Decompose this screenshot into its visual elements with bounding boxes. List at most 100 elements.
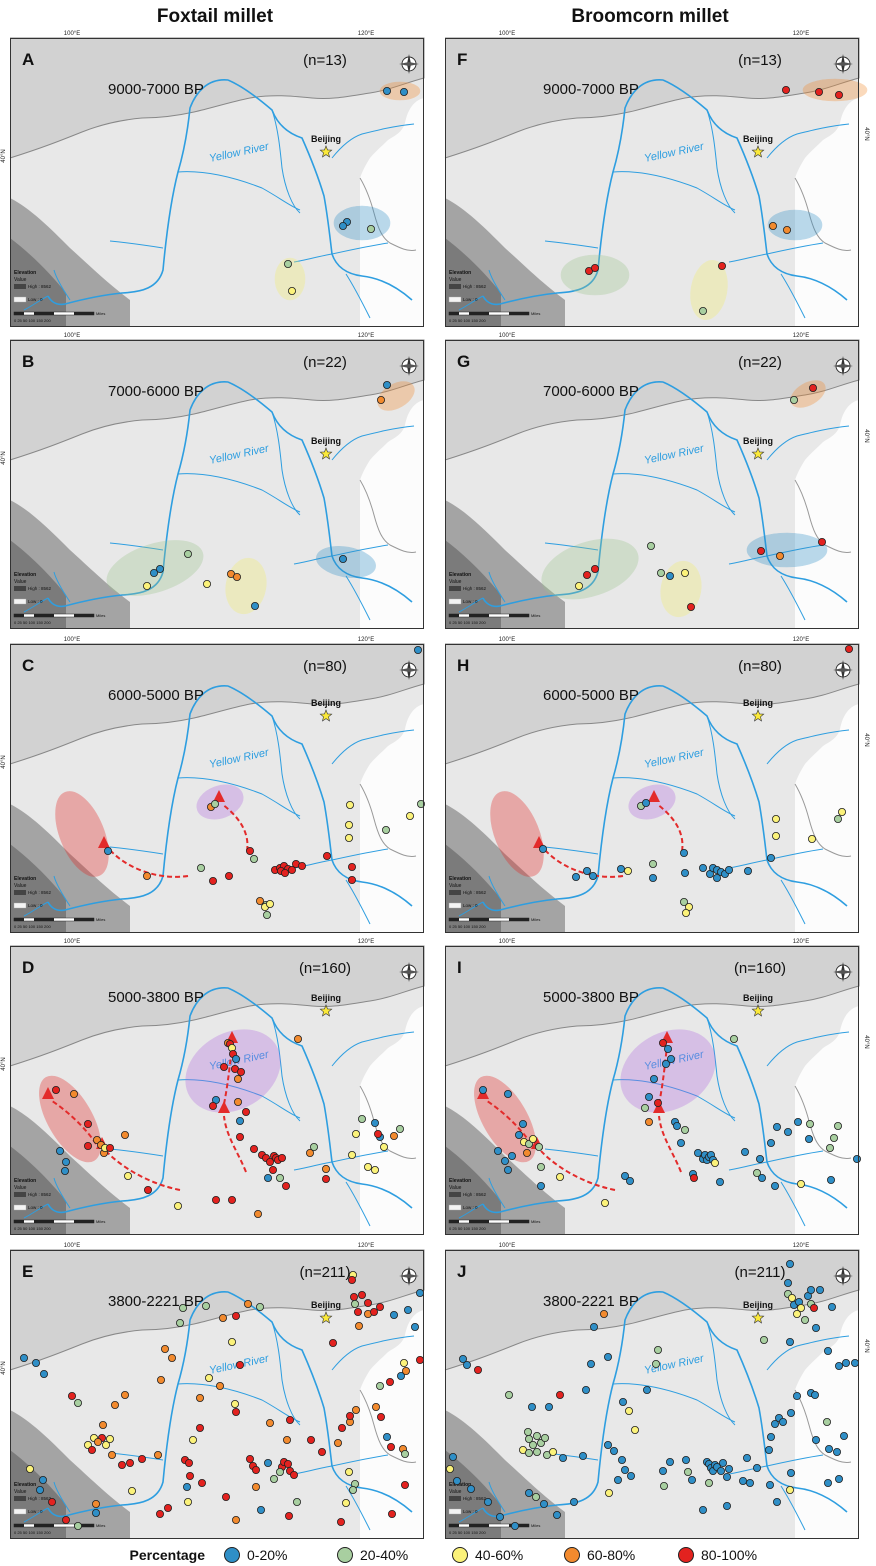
latitude-label-40n: 40°N <box>1 149 7 162</box>
site-marker <box>796 1304 805 1313</box>
site-marker <box>658 1466 667 1475</box>
panel-frame <box>10 38 424 327</box>
river-tributary <box>728 555 768 565</box>
sample-count-label: (n=13) <box>738 52 782 69</box>
site-marker <box>118 1460 127 1469</box>
site-marker <box>400 1480 409 1489</box>
site-marker <box>344 1467 353 1476</box>
site-marker <box>62 1515 71 1524</box>
border-line <box>444 945 860 1067</box>
scale-bar-ticks: 0 25 50 100 150 200 <box>14 924 51 929</box>
panel-letter: B <box>22 352 34 371</box>
border-line <box>444 643 860 765</box>
site-marker <box>354 1322 363 1331</box>
site-marker <box>210 799 219 808</box>
panel-letter: H <box>457 656 469 675</box>
site-marker <box>772 1497 781 1506</box>
river-tributary <box>331 1454 389 1467</box>
river-tributary <box>612 1079 736 1119</box>
elevation-low-swatch <box>448 598 462 605</box>
elevation-legend-value: Value <box>14 579 27 585</box>
site-marker <box>195 1423 204 1432</box>
elevation-legend-value: Value <box>14 1489 27 1495</box>
region-ellipse <box>316 546 376 578</box>
high-mountain-region <box>445 540 501 629</box>
site-marker <box>399 88 408 97</box>
scale-bar-segment <box>469 614 489 617</box>
river-tributary <box>458 1203 484 1219</box>
steppe-region <box>10 38 424 158</box>
site-marker <box>658 1039 667 1048</box>
north-compass-icon <box>399 356 419 376</box>
beijing-label: Beijing <box>743 134 773 144</box>
steppe-region <box>445 340 859 460</box>
river-tributary <box>53 571 71 603</box>
scale-bar-segment <box>74 1524 94 1527</box>
site-marker <box>108 1450 117 1459</box>
site-marker <box>759 1336 768 1345</box>
site-marker <box>644 1117 653 1126</box>
river-tributary <box>766 1031 850 1067</box>
site-marker <box>370 1118 379 1127</box>
site-marker <box>386 1442 395 1451</box>
site-marker <box>74 1398 83 1407</box>
high-mountain-region <box>445 844 501 933</box>
site-marker <box>363 1162 372 1171</box>
north-compass-icon <box>399 54 419 74</box>
longitude-label-120e: 120°E <box>793 939 809 945</box>
site-marker <box>347 875 356 884</box>
site-marker <box>446 1464 454 1473</box>
site-marker <box>231 1515 240 1524</box>
scale-bar-ticks: 0 25 50 100 150 200 <box>449 1226 486 1231</box>
elevation-low-swatch <box>448 1508 462 1515</box>
site-marker <box>752 1463 761 1472</box>
beijing-star <box>319 709 333 722</box>
longitude-label-120e: 120°E <box>793 637 809 643</box>
site-marker <box>782 225 791 234</box>
site-marker <box>698 306 707 315</box>
site-marker <box>68 1391 77 1400</box>
dispersal-arrow-path <box>540 1150 616 1191</box>
longitude-label-100e: 100°E <box>499 31 515 37</box>
elevation-low-swatch <box>13 1508 27 1515</box>
site-marker <box>251 1482 260 1491</box>
site-marker <box>143 1185 152 1194</box>
longitude-label-120e: 120°E <box>793 333 809 339</box>
site-marker <box>806 1286 815 1295</box>
sea-region <box>445 38 859 327</box>
site-marker <box>337 1423 346 1432</box>
compass-needle-ew <box>833 364 853 368</box>
beijing-label: Beijing <box>311 134 341 144</box>
site-marker <box>124 1171 133 1180</box>
longitude-label-120e: 120°E <box>358 1243 374 1249</box>
region-ellipse <box>767 209 823 241</box>
coastline <box>359 479 417 553</box>
period-label: 5000-3800 BP <box>543 989 639 1006</box>
site-marker <box>231 1055 240 1064</box>
site-marker <box>255 1303 264 1312</box>
site-marker <box>768 221 777 230</box>
site-marker <box>265 1418 274 1427</box>
site-marker <box>275 1173 284 1182</box>
high-mountain-region <box>445 1450 501 1539</box>
river-tributary <box>345 879 371 925</box>
beijing-label: Beijing <box>311 1300 341 1310</box>
elevation-legend-value: Value <box>14 1185 27 1191</box>
site-marker <box>227 1195 236 1204</box>
site-marker <box>121 1390 130 1399</box>
panel-frame <box>10 644 424 933</box>
site-marker <box>305 1148 314 1157</box>
region-ellipse <box>490 791 544 877</box>
site-marker <box>796 1179 805 1188</box>
site-marker <box>250 601 259 610</box>
site-marker <box>553 1510 562 1519</box>
site-marker <box>385 1377 394 1386</box>
site-marker <box>208 1101 217 1110</box>
site-marker <box>389 1311 398 1320</box>
site-marker <box>458 1355 467 1364</box>
site-marker <box>618 1397 627 1406</box>
site-marker <box>379 1142 388 1151</box>
site-marker <box>197 1478 206 1487</box>
